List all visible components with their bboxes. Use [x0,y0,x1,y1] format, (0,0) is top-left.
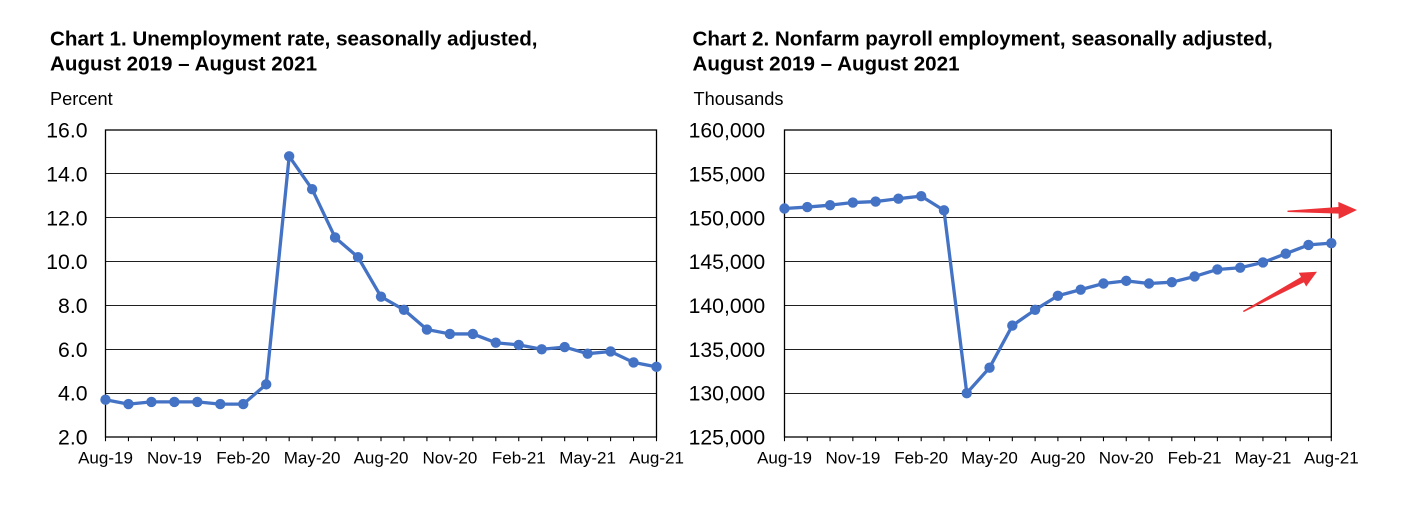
svg-text:155,000: 155,000 [689,164,766,187]
svg-text:Chart 1. Unemployment rate, se: Chart 1. Unemployment rate, seasonally a… [50,27,538,50]
svg-text:Aug-19: Aug-19 [78,449,133,468]
svg-text:May-20: May-20 [284,449,341,468]
svg-text:14.0: 14.0 [46,164,87,187]
svg-text:Aug-20: Aug-20 [354,449,409,468]
svg-text:Feb-20: Feb-20 [216,449,270,468]
svg-text:Nov-19: Nov-19 [147,449,202,468]
svg-text:160,000: 160,000 [689,120,766,143]
svg-text:Aug-21: Aug-21 [1304,449,1359,468]
svg-text:Feb-20: Feb-20 [894,449,948,468]
svg-text:August 2019 – August 2021: August 2019 – August 2021 [693,53,960,76]
svg-text:May-20: May-20 [961,449,1018,468]
svg-text:May-21: May-21 [1235,449,1292,468]
svg-text:August 2019 – August 2021: August 2019 – August 2021 [50,53,317,76]
svg-text:Aug-19: Aug-19 [757,449,812,468]
svg-text:Percent: Percent [50,89,113,109]
svg-text:May-21: May-21 [559,449,616,468]
svg-text:135,000: 135,000 [689,339,766,362]
svg-text:10.0: 10.0 [46,251,87,274]
svg-text:16.0: 16.0 [46,120,87,143]
svg-text:12.0: 12.0 [46,207,87,230]
svg-text:Chart 2. Nonfarm payroll emplo: Chart 2. Nonfarm payroll employment, sea… [693,27,1273,50]
svg-text:Feb-21: Feb-21 [492,449,546,468]
svg-text:150,000: 150,000 [689,207,766,230]
svg-text:Aug-20: Aug-20 [1030,449,1085,468]
svg-text:140,000: 140,000 [689,295,766,318]
svg-text:8.0: 8.0 [58,295,87,318]
svg-text:2.0: 2.0 [58,427,87,450]
svg-text:Aug-21: Aug-21 [629,449,684,468]
svg-text:4.0: 4.0 [58,383,87,406]
svg-text:6.0: 6.0 [58,339,87,362]
svg-text:125,000: 125,000 [689,427,766,450]
svg-text:Feb-21: Feb-21 [1168,449,1222,468]
svg-text:Thousands: Thousands [694,89,784,109]
svg-text:Nov-20: Nov-20 [1099,449,1154,468]
svg-text:145,000: 145,000 [689,251,766,274]
svg-text:130,000: 130,000 [689,383,766,406]
svg-text:Nov-19: Nov-19 [825,449,880,468]
svg-text:Nov-20: Nov-20 [422,449,477,468]
